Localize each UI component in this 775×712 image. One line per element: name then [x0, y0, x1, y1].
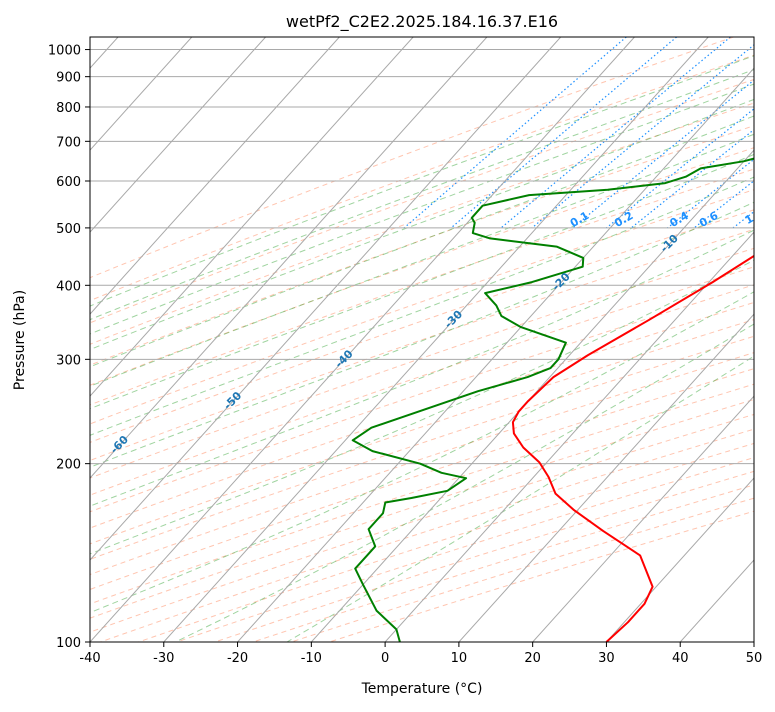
moist-adiabat-line	[0, 37, 775, 606]
x-tick-label: 40	[672, 651, 689, 666]
moist-adiabat-line	[287, 37, 775, 642]
mixing-ratio-line	[631, 37, 775, 228]
isotherm-line	[754, 37, 775, 642]
x-tick-label: 50	[746, 651, 763, 666]
isotherm-line	[385, 37, 775, 642]
y-tick-label: 800	[56, 101, 81, 116]
x-tick-label: 30	[598, 651, 615, 666]
isotherm-line	[0, 37, 487, 642]
y-tick-label: 900	[56, 71, 81, 86]
mixing-ratio-line	[607, 37, 775, 228]
isotherm-line	[0, 37, 266, 642]
y-tick-label: 200	[56, 458, 81, 473]
moist-adiabat-line	[175, 37, 775, 642]
x-tick-label: 10	[451, 651, 468, 666]
x-tick-label: -10	[301, 651, 322, 666]
moist-adiabat-line	[16, 37, 775, 642]
isotherm-line	[0, 37, 413, 642]
y-tick-label: 500	[56, 222, 81, 237]
mixing-ratio-line	[762, 37, 775, 228]
x-axis-label: Temperature (°C)	[361, 681, 483, 697]
y-axis-ticks: 100 200 300 400 500 600 700 800 900 1000	[48, 44, 90, 651]
mixing-ratio-line	[668, 37, 775, 228]
isotherm-line	[90, 37, 635, 642]
chart-title: wetPf2_C2E2.2025.184.16.37.E16	[286, 12, 558, 32]
mixing-ratio-label: 0.6	[697, 209, 721, 230]
mixing-ratio-line	[451, 37, 676, 228]
y-tick-label: 600	[56, 175, 81, 190]
isotherm-line	[164, 37, 709, 642]
dry-adiabat-line	[24, 37, 775, 642]
mixing-ratio-line	[573, 37, 775, 228]
dry-adiabat-line	[215, 37, 775, 642]
x-axis-ticks: -40 -30 -20 -10 0 10 20 30 40 50	[79, 642, 762, 666]
mixing-ratio-line	[532, 37, 764, 228]
y-tick-label: 100	[56, 636, 81, 651]
x-tick-label: 20	[524, 651, 541, 666]
mixing-ratio-label: 0.1	[568, 209, 591, 230]
y-tick-label: 1000	[48, 44, 81, 59]
isotherm-line	[311, 37, 775, 642]
isotherm-line	[606, 37, 775, 642]
x-tick-label: -30	[153, 651, 174, 666]
isotherm-label: -70	[0, 479, 16, 502]
moist-adiabat-line	[0, 37, 775, 565]
y-axis-label: Pressure (hPa)	[12, 290, 28, 390]
background-lines	[0, 37, 775, 642]
isotherm-line	[16, 37, 561, 642]
mixing-ratio-label: 1.5	[771, 209, 775, 230]
x-tick-label: 0	[381, 651, 389, 666]
moist-adiabat-line	[0, 37, 775, 498]
mixing-ratio-line	[694, 37, 775, 228]
y-tick-label: 700	[56, 135, 81, 150]
temperature-profile-line	[513, 81, 775, 642]
dry-adiabat-line	[100, 37, 775, 642]
x-tick-label: -20	[227, 651, 248, 666]
y-tick-label: 300	[56, 353, 81, 368]
y-tick-label: 400	[56, 279, 81, 294]
x-tick-label: -40	[79, 651, 100, 666]
